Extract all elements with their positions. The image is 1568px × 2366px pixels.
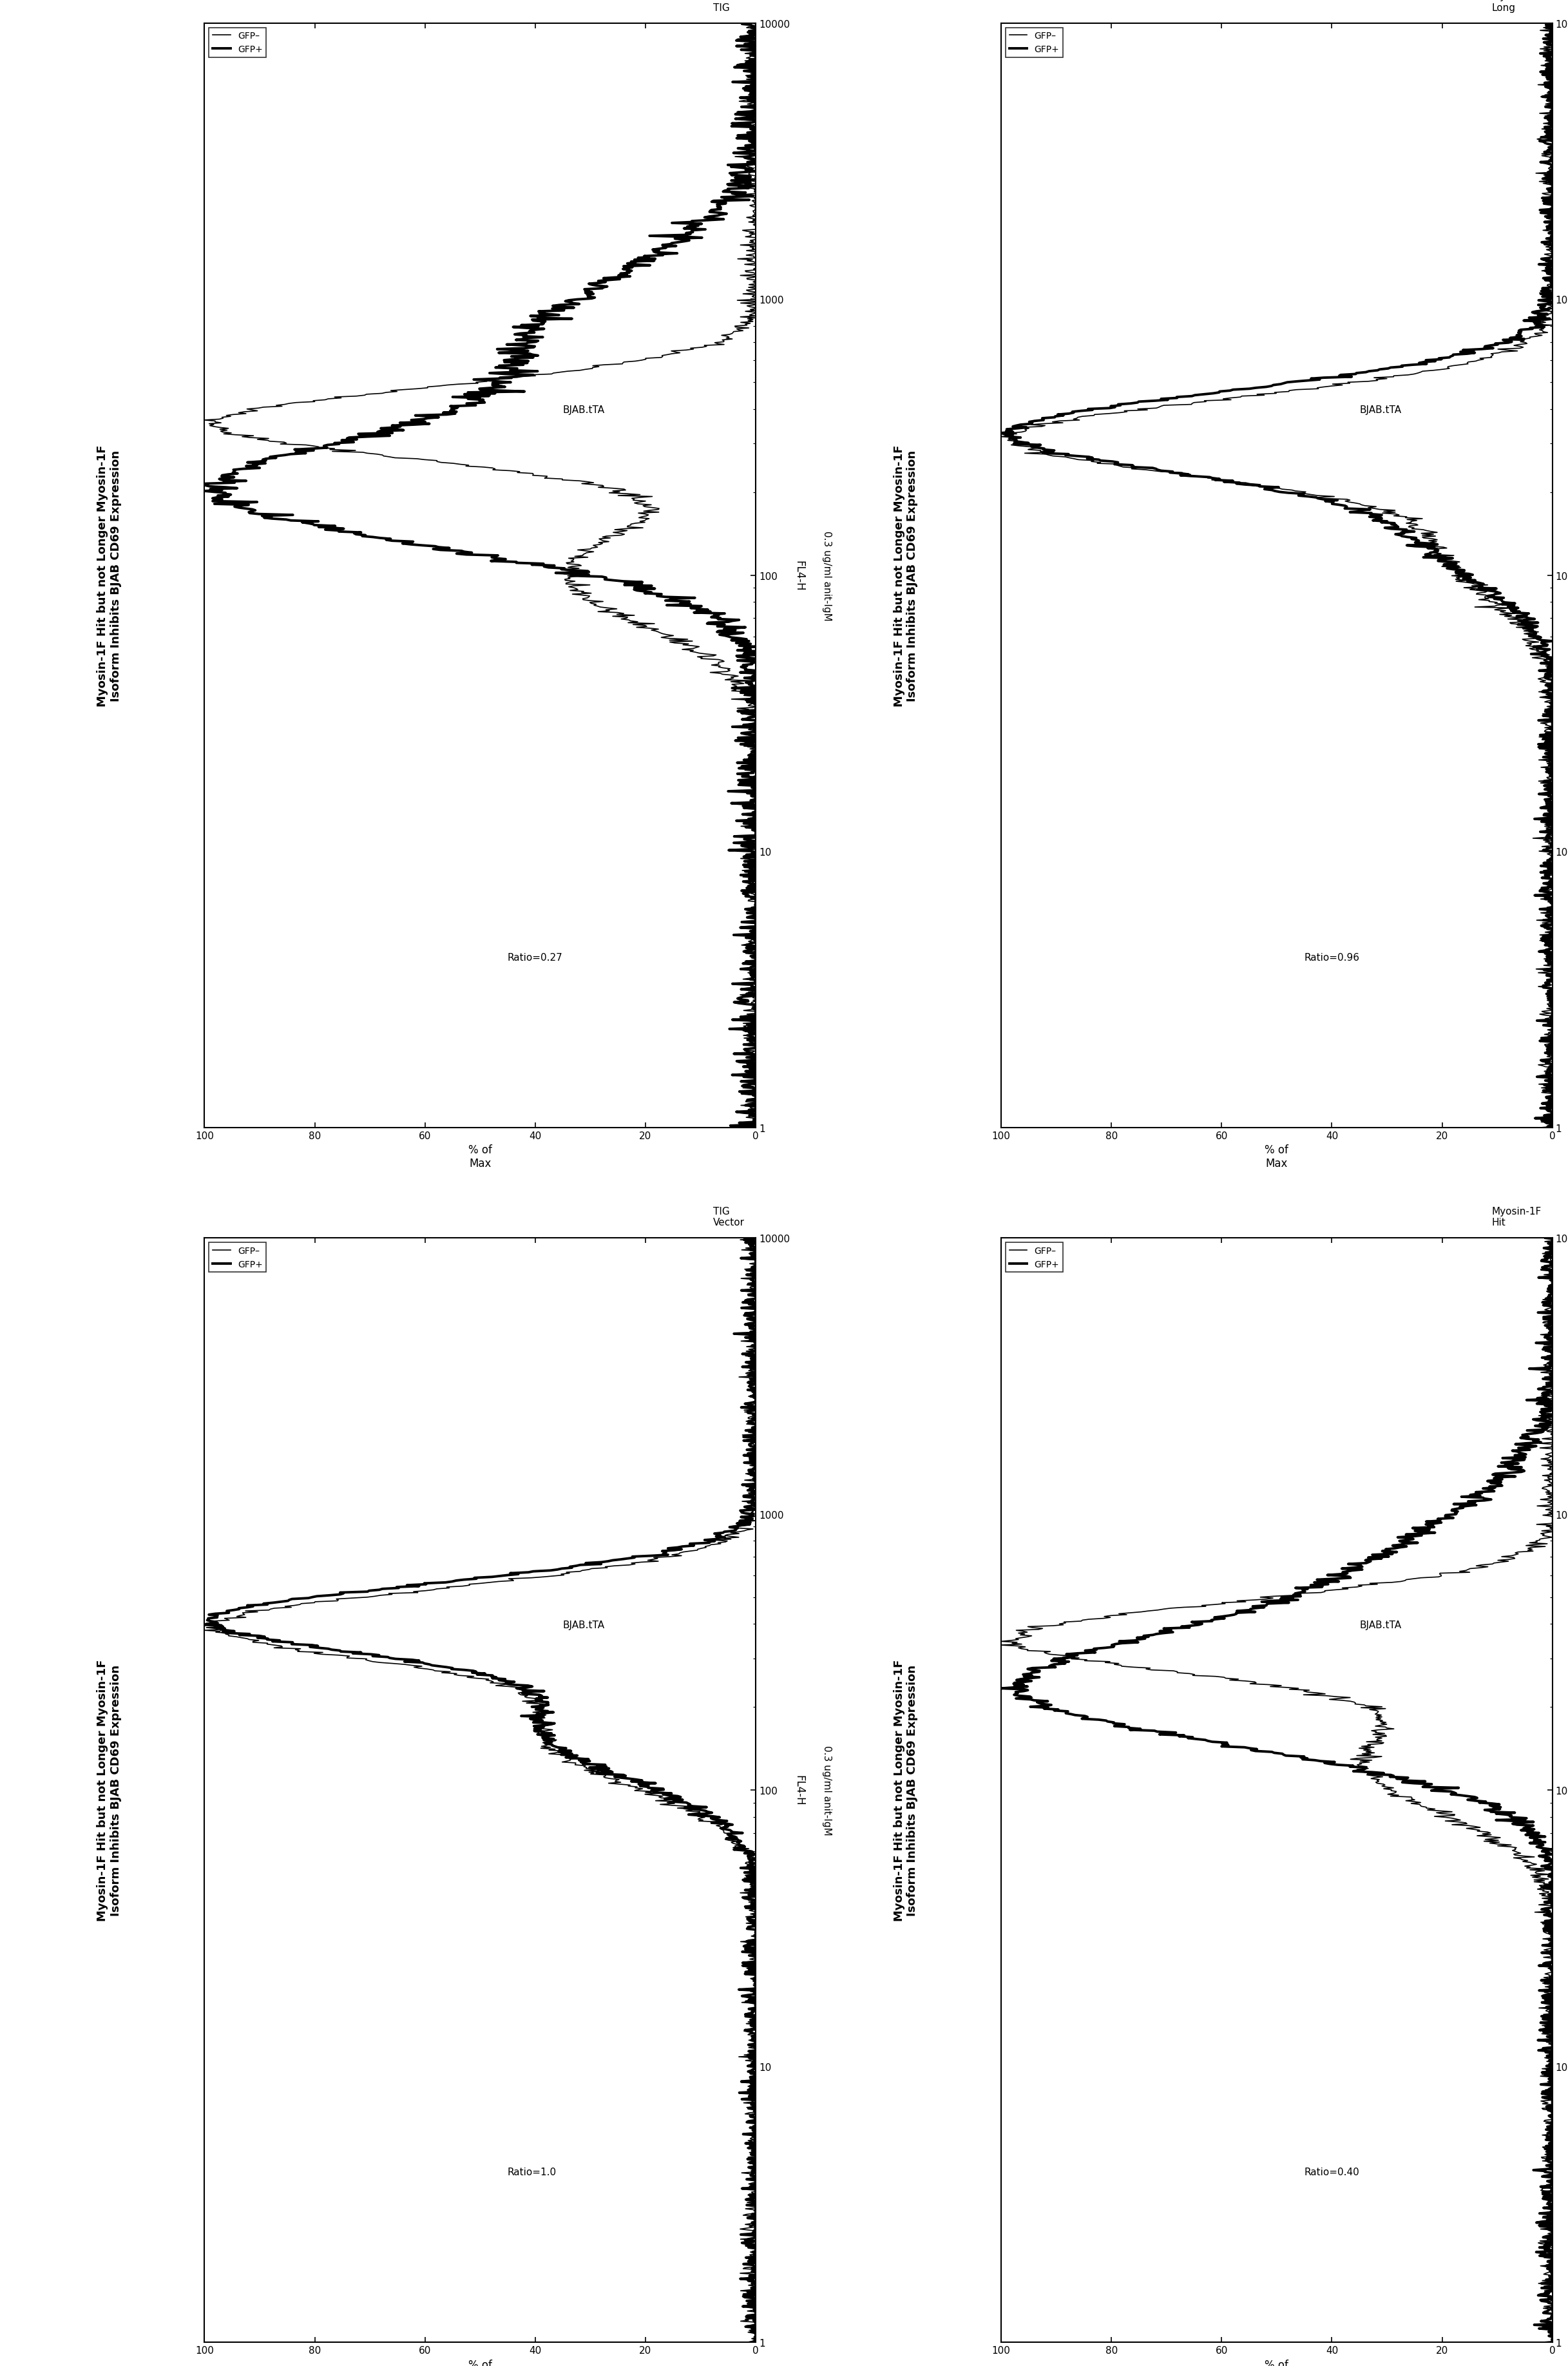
Text: 0.3 ug/ml anit-IgM: 0.3 ug/ml anit-IgM bbox=[822, 530, 831, 620]
Text: FIG._3B: FIG._3B bbox=[439, 1327, 522, 1346]
X-axis label: % of
Max: % of Max bbox=[469, 2359, 492, 2366]
X-axis label: % of
Max: % of Max bbox=[469, 1145, 492, 1169]
Text: Ratio=0.27: Ratio=0.27 bbox=[508, 953, 563, 963]
Legend: GFP–, GFP+: GFP–, GFP+ bbox=[209, 1242, 267, 1273]
Y-axis label: FL4-H: FL4-H bbox=[793, 561, 804, 592]
Text: Myosin-1F Hit but not Longer Myosin-1F
Isoform Inhibits BJAB CD69 Expression: Myosin-1F Hit but not Longer Myosin-1F I… bbox=[97, 445, 122, 707]
Legend: GFP–, GFP+: GFP–, GFP+ bbox=[209, 28, 267, 57]
Text: BJAB.tTA: BJAB.tTA bbox=[563, 1621, 605, 1630]
Legend: GFP–, GFP+: GFP–, GFP+ bbox=[1005, 28, 1063, 57]
Text: Myosin-1F
Long: Myosin-1F Long bbox=[1491, 0, 1541, 12]
Legend: GFP–, GFP+: GFP–, GFP+ bbox=[1005, 1242, 1063, 1273]
Text: BJAB.tTA: BJAB.tTA bbox=[563, 405, 605, 414]
Text: BJAB.tTA: BJAB.tTA bbox=[1359, 1621, 1402, 1630]
Text: Myosin-1F Hit but not Longer Myosin-1F
Isoform Inhibits BJAB CD69 Expression: Myosin-1F Hit but not Longer Myosin-1F I… bbox=[894, 1659, 919, 1921]
Text: Myosin-1F Hit but not Longer Myosin-1F
Isoform Inhibits BJAB CD69 Expression: Myosin-1F Hit but not Longer Myosin-1F I… bbox=[894, 445, 919, 707]
Text: FIG._3D: FIG._3D bbox=[1234, 1327, 1319, 1346]
X-axis label: % of
Max: % of Max bbox=[1265, 2359, 1289, 2366]
Y-axis label: FL4-H: FL4-H bbox=[793, 1774, 804, 1805]
Text: EDG-1
TIG: EDG-1 TIG bbox=[713, 0, 745, 12]
Text: Ratio=1.0: Ratio=1.0 bbox=[508, 2167, 557, 2177]
Text: BJAB.tTA: BJAB.tTA bbox=[1359, 405, 1402, 414]
Text: 0.3 ug/ml anit-IgM: 0.3 ug/ml anit-IgM bbox=[822, 1746, 831, 1836]
Text: Myosin-1F
Hit: Myosin-1F Hit bbox=[1491, 1207, 1541, 1228]
Text: Ratio=0.96: Ratio=0.96 bbox=[1305, 953, 1359, 963]
Text: TIG
Vector: TIG Vector bbox=[713, 1207, 745, 1228]
Text: Ratio=0.40: Ratio=0.40 bbox=[1305, 2167, 1359, 2177]
Text: Myosin-1F Hit but not Longer Myosin-1F
Isoform Inhibits BJAB CD69 Expression: Myosin-1F Hit but not Longer Myosin-1F I… bbox=[97, 1659, 122, 1921]
X-axis label: % of
Max: % of Max bbox=[1265, 1145, 1289, 1169]
